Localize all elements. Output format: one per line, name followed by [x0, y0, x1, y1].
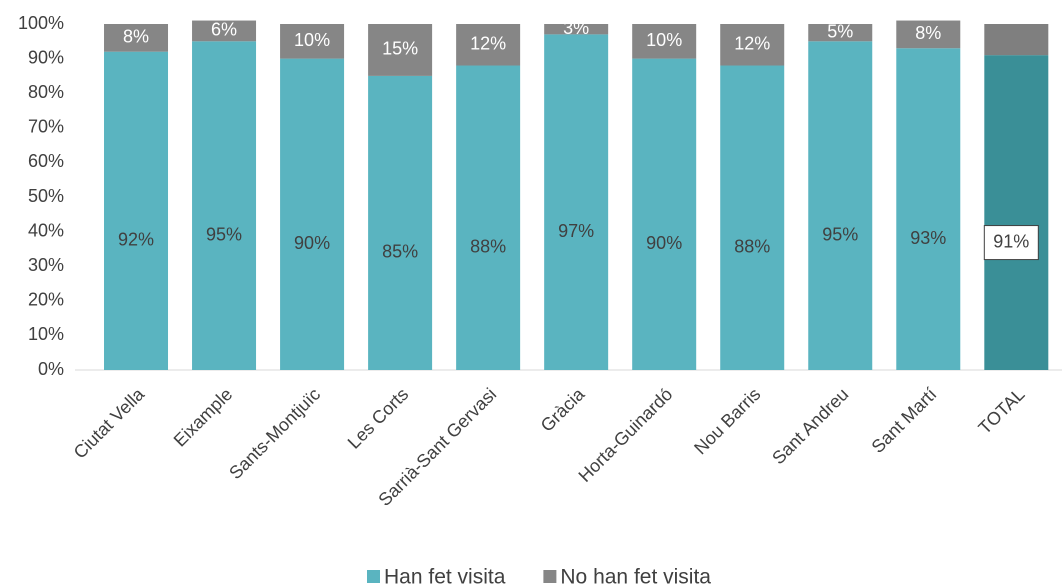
bar-segment — [368, 75, 433, 371]
x-tick-label: Les Corts — [344, 384, 413, 453]
data-label: 95% — [206, 224, 242, 244]
x-tick-label: TOTAL — [975, 384, 1029, 438]
y-tick-label: 30% — [28, 255, 64, 275]
data-label: 91% — [993, 231, 1029, 251]
y-tick-label: 10% — [28, 324, 64, 344]
legend-label: No han fet visita — [560, 566, 711, 588]
bar-segment — [808, 41, 873, 371]
x-tick-label: Gràcia — [537, 383, 589, 435]
bar-segment — [456, 65, 521, 371]
bar-segment — [720, 65, 785, 371]
legend-label: Han fet visita — [384, 566, 506, 588]
y-tick-label: 90% — [28, 47, 64, 67]
bar-segment — [984, 24, 1049, 56]
bar-segment — [456, 24, 521, 66]
bar-segment — [984, 55, 1049, 370]
data-label: 15% — [382, 39, 418, 59]
x-tick-label: Sant Andreu — [768, 384, 852, 468]
bar-segment — [192, 20, 257, 42]
bar-segment — [632, 58, 697, 370]
bar-segment — [368, 24, 433, 76]
bar-segment — [192, 41, 257, 371]
x-tick-label: Sant Martí — [868, 384, 941, 457]
x-tick-label: Horta-Guinardó — [575, 384, 677, 486]
data-label: 12% — [734, 34, 770, 54]
bar-segment — [104, 51, 169, 371]
bar-segment — [896, 48, 961, 370]
data-label: 6% — [211, 20, 237, 40]
x-tick-label: Eixample — [170, 384, 236, 450]
data-label: 93% — [910, 228, 946, 248]
y-tick-label: 100% — [18, 13, 64, 33]
data-label: 85% — [382, 242, 418, 262]
y-tick-label: 20% — [28, 290, 64, 310]
bar-segment — [280, 24, 345, 59]
data-label: 5% — [827, 21, 853, 41]
data-label: 3% — [563, 18, 589, 38]
data-label: 8% — [915, 23, 941, 43]
x-tick-label: Nou Barris — [690, 384, 764, 458]
data-label: 92% — [118, 230, 154, 250]
bar-segment — [104, 24, 169, 52]
data-label: 88% — [470, 237, 506, 257]
bar-segment — [280, 58, 345, 370]
data-label: 90% — [294, 233, 330, 253]
legend-swatch — [543, 570, 557, 583]
data-label: 10% — [646, 30, 682, 50]
data-label: 90% — [646, 233, 682, 253]
data-label: 95% — [822, 224, 858, 244]
legend-swatch — [367, 570, 380, 583]
data-label: 12% — [470, 34, 506, 54]
y-tick-label: 0% — [38, 359, 64, 379]
data-label: 8% — [123, 27, 149, 47]
y-tick-label: 70% — [28, 117, 64, 137]
data-label: 10% — [294, 30, 330, 50]
bar-segment — [896, 20, 961, 49]
y-tick-label: 40% — [28, 220, 64, 240]
bar-segment — [720, 24, 785, 66]
x-tick-label: Ciutat Vella — [70, 383, 149, 462]
data-label: 88% — [734, 237, 770, 257]
bar-segment — [544, 24, 609, 35]
data-label: 97% — [558, 221, 594, 241]
bar-segment — [632, 24, 697, 59]
y-tick-label: 80% — [28, 82, 64, 102]
y-tick-label: 50% — [28, 186, 64, 206]
x-tick-label: Sants-Montjuïc — [225, 384, 324, 483]
label-box — [983, 225, 1039, 261]
bar-segment — [544, 34, 609, 370]
bar-segment — [808, 24, 873, 42]
y-tick-label: 60% — [28, 151, 64, 171]
